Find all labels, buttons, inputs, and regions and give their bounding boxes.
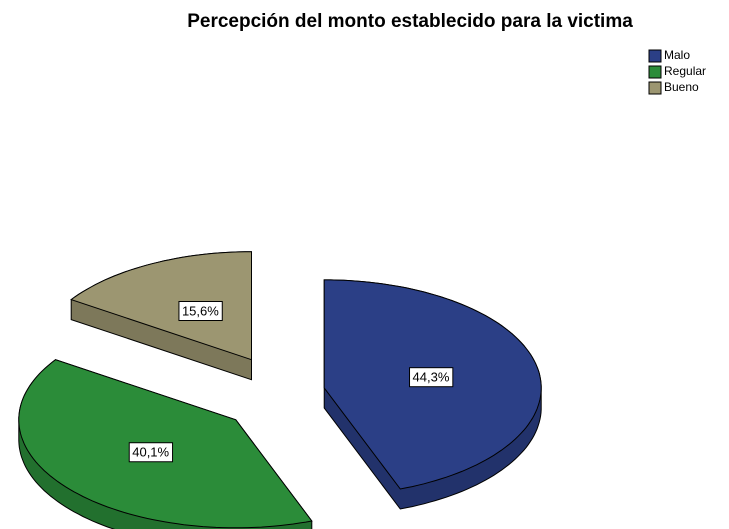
label-text: 44,3%: [413, 370, 450, 385]
label-text: 15,6%: [182, 304, 219, 319]
legend-swatch: [648, 81, 662, 95]
slice: [70, 251, 252, 361]
legend-swatch: [648, 49, 662, 63]
data-label: 44,3%: [409, 367, 454, 388]
label-text: 40,1%: [132, 445, 169, 460]
label-box: [409, 367, 454, 388]
chart-title: Percepción del monto establecido para la…: [187, 11, 633, 32]
data-label: 40,1%: [128, 442, 174, 463]
label-box: [128, 442, 174, 463]
legend-swatch: [648, 65, 662, 79]
data-label: 15,6%: [178, 301, 223, 322]
legend-label: Bueno: [664, 80, 699, 94]
legend-label: Malo: [664, 48, 690, 62]
label-box: [178, 301, 223, 322]
legend-label: Regular: [664, 64, 706, 78]
